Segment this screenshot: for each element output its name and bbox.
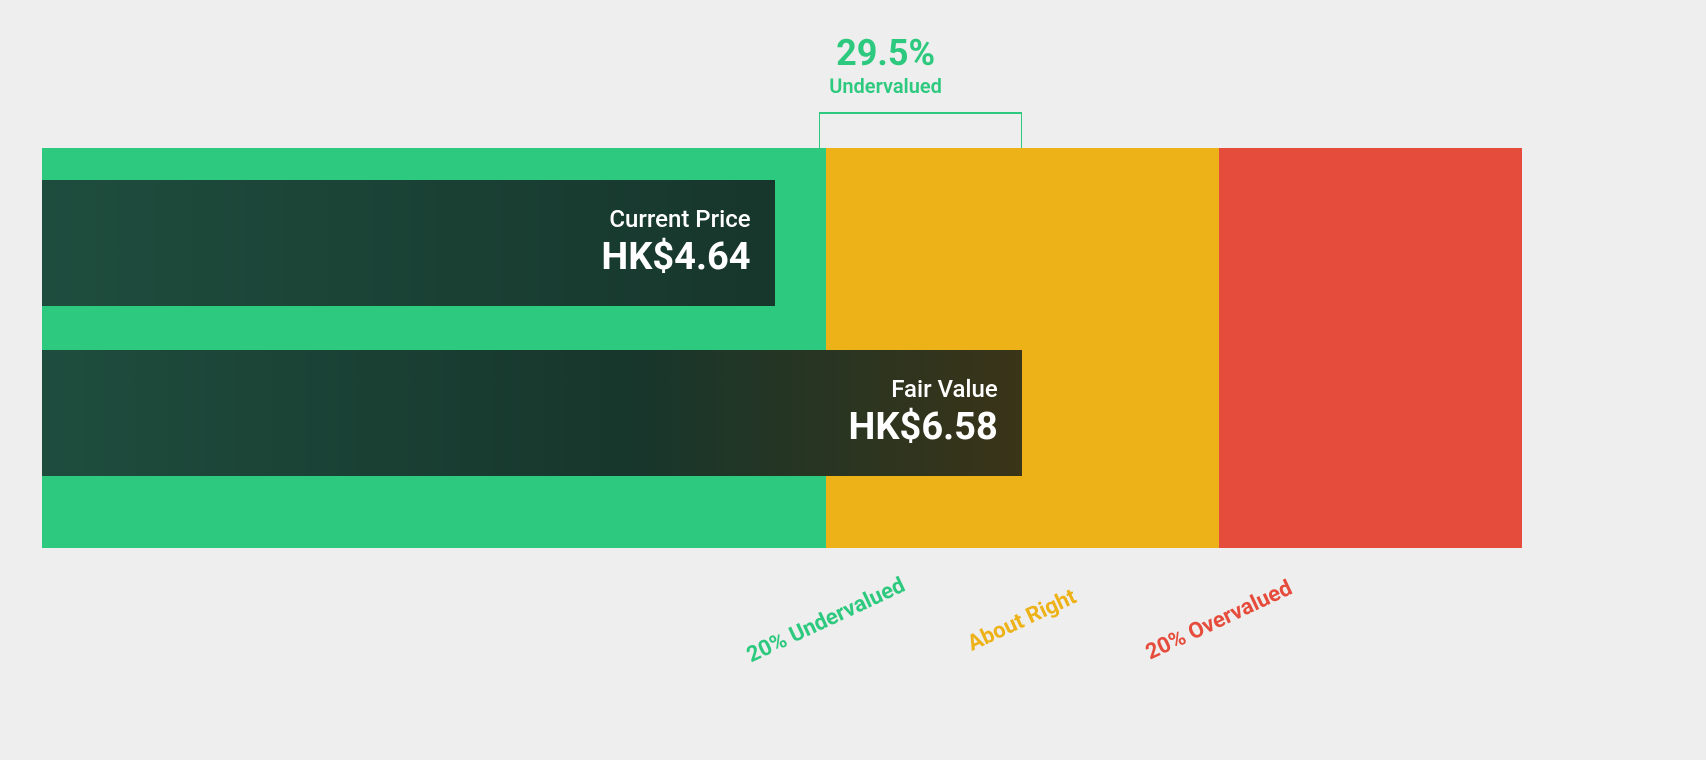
axis-label-overvalued: 20% Overvalued [1142,576,1296,666]
valuation-callout: 29.5% Undervalued [829,32,942,98]
axis-label-undervalued: 20% Undervalued [743,573,909,668]
fair-value-label: Fair Value [849,374,998,404]
axis-label-about-right: About Right [963,584,1080,656]
zone-overvalued [1219,148,1522,548]
fair-value-value: HK$6.58 [849,404,998,452]
current-price-label: Current Price [601,204,750,234]
zone-about-right [826,148,1218,548]
current-price-bar: Current Price HK$4.64 [42,180,775,306]
fair-value-bar: Fair Value HK$6.58 [42,350,1022,476]
callout-bracket [819,112,1022,148]
callout-percent: 29.5% [829,32,942,74]
callout-sublabel: Undervalued [829,74,942,98]
current-price-value: HK$4.64 [601,234,750,282]
